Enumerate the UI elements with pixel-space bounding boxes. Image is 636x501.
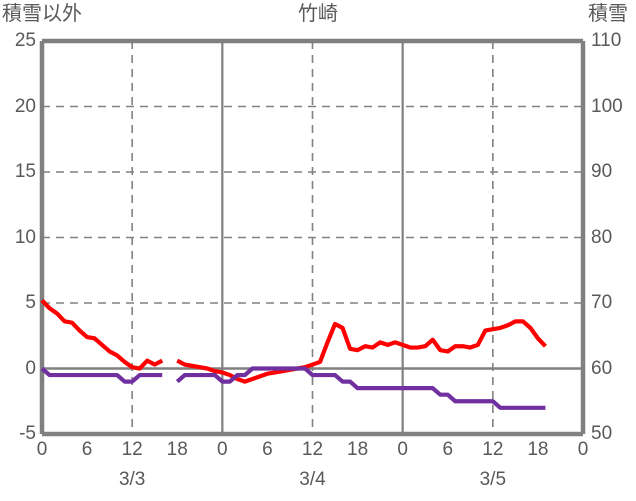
right-axis-tick-label: 50 xyxy=(591,423,613,444)
series-line-snow-depth xyxy=(40,366,163,384)
x-axis-day-label: 3/3 xyxy=(118,469,146,490)
x-axis-tick-label: 0 xyxy=(577,439,589,460)
series-line-snow-depth xyxy=(175,366,546,410)
series-line-temperature xyxy=(40,298,164,371)
right-axis-tick-label: 80 xyxy=(591,226,613,248)
right-axis-tick-label: 110 xyxy=(591,30,622,51)
right-axis-tick-label: 60 xyxy=(591,357,613,379)
x-axis-tick-label: 12 xyxy=(121,439,143,460)
right-axis-tick-label: 90 xyxy=(591,161,613,182)
x-axis-tick-label: 6 xyxy=(262,439,273,460)
x-axis-tick-label: 12 xyxy=(482,439,504,460)
right-axis-tick-label: 70 xyxy=(591,292,613,313)
x-axis-day-label: 3/4 xyxy=(299,469,326,490)
left-axis-tick-label: -5 xyxy=(19,423,36,444)
series-line-temperature xyxy=(176,319,547,384)
left-axis-tick-label: 25 xyxy=(14,30,36,51)
x-axis-tick-label: 0 xyxy=(217,439,228,460)
x-axis-tick-label: 6 xyxy=(442,439,454,460)
x-axis-tick-label: 18 xyxy=(527,439,549,460)
right-axis-title: 積雪 xyxy=(588,3,628,25)
right-axis-tick-label: 100 xyxy=(591,95,623,117)
x-axis-tick-label: 0 xyxy=(397,439,408,460)
x-axis-tick-label: 18 xyxy=(166,439,188,460)
left-axis-tick-label: 5 xyxy=(25,292,36,313)
x-axis-day-label: 3/5 xyxy=(479,469,507,490)
chart-title: 竹崎 xyxy=(298,3,338,25)
left-axis-title: 積雪以外 xyxy=(2,3,82,25)
x-axis-tick-label: 12 xyxy=(301,439,324,460)
x-axis-tick-label: 6 xyxy=(81,439,93,460)
left-axis-tick-label: 20 xyxy=(14,95,36,117)
left-axis-tick-label: 15 xyxy=(14,161,36,182)
left-axis-tick-label: 10 xyxy=(14,226,36,248)
x-axis-tick-label: 0 xyxy=(36,439,48,460)
x-axis-tick-label: 18 xyxy=(347,439,369,460)
left-axis-tick-label: 0 xyxy=(25,357,36,379)
